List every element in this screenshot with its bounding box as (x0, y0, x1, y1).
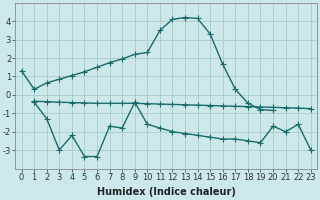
X-axis label: Humidex (Indice chaleur): Humidex (Indice chaleur) (97, 187, 236, 197)
